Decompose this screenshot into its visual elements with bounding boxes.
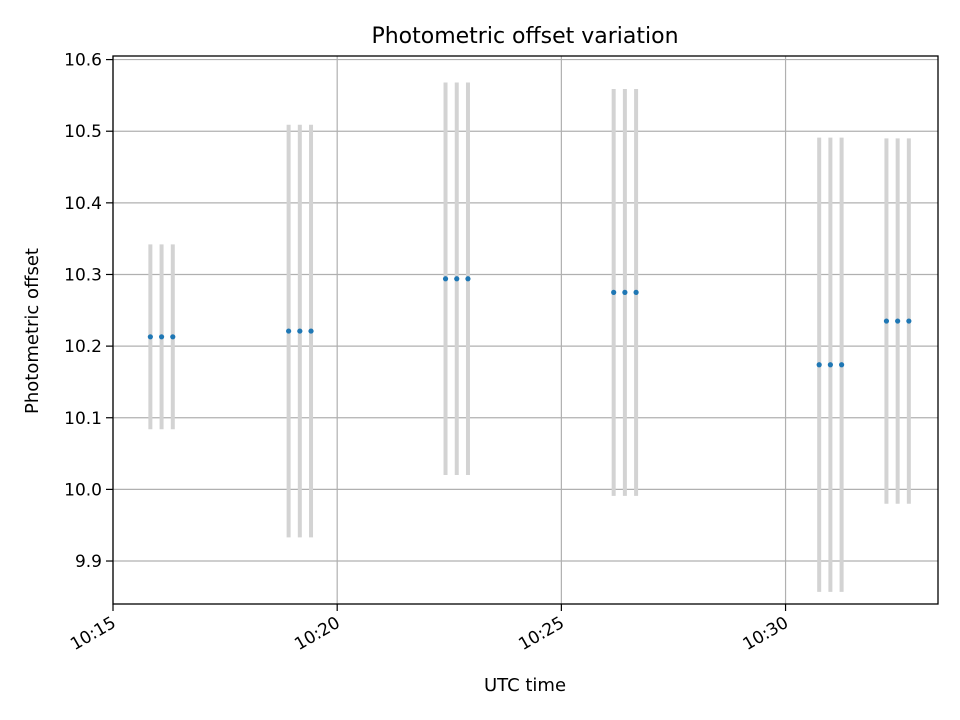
- data-point: [147, 334, 153, 340]
- data-point: [297, 328, 303, 334]
- chart-title: Photometric offset variation: [371, 24, 678, 49]
- x-axis-label: UTC time: [484, 675, 566, 696]
- data-point: [465, 276, 471, 282]
- data-point: [906, 318, 912, 324]
- y-tick-label: 10.5: [64, 122, 102, 142]
- plot-frame: [112, 55, 939, 605]
- data-point: [454, 276, 460, 282]
- data-points: [147, 276, 912, 368]
- y-tick-label: 9.9: [75, 552, 102, 572]
- data-point: [816, 362, 822, 368]
- data-point: [883, 318, 890, 324]
- y-tick-label: 10.4: [64, 194, 102, 214]
- x-tick-label: 10:15: [67, 613, 119, 655]
- y-tick-label: 10.2: [64, 337, 102, 357]
- y-tick-label: 10.6: [64, 51, 102, 71]
- data-point: [827, 362, 833, 368]
- data-point: [286, 328, 292, 334]
- x-tick-label: 10:30: [740, 613, 792, 655]
- x-tick-label: 10:20: [291, 613, 343, 655]
- y-axis-label: Photometric offset: [22, 248, 43, 414]
- data-point: [170, 334, 176, 340]
- x-tick-label: 10:25: [515, 613, 567, 655]
- error-bars: [148, 82, 911, 592]
- data-point: [611, 289, 617, 295]
- data-point: [158, 334, 165, 340]
- data-point: [633, 289, 639, 295]
- y-tick-label: 10.0: [64, 480, 102, 500]
- data-point: [895, 318, 901, 324]
- data-point: [622, 289, 628, 295]
- data-point: [308, 328, 314, 334]
- y-tick-label: 10.1: [64, 409, 102, 429]
- data-point: [442, 276, 449, 282]
- data-point: [839, 362, 845, 368]
- y-tick-label: 10.3: [64, 265, 102, 285]
- grid-lines: [112, 56, 938, 604]
